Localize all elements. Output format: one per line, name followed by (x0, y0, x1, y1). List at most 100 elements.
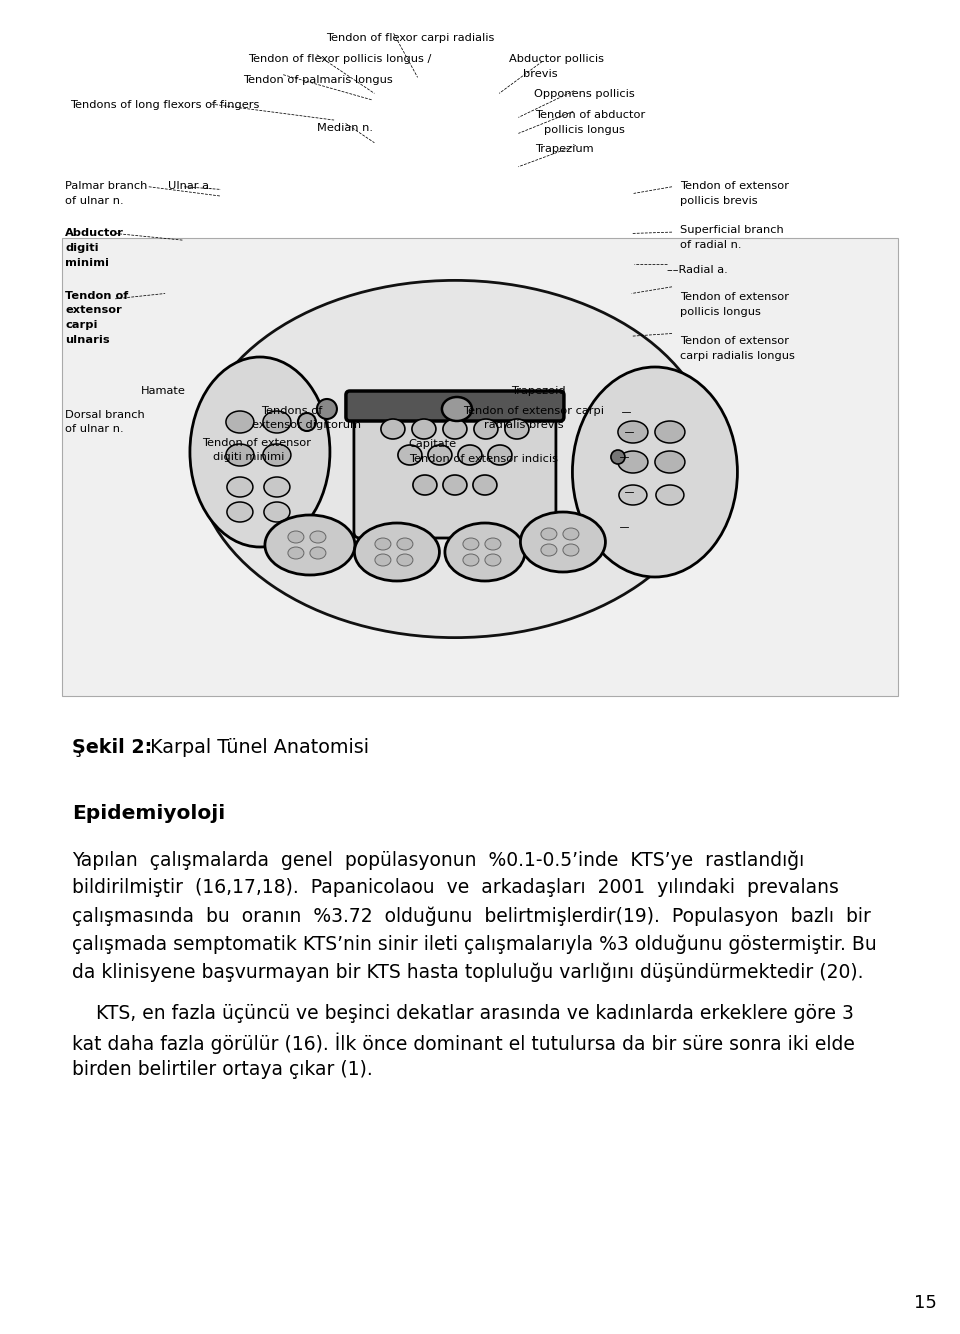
Text: Palmar branch: Palmar branch (65, 181, 148, 191)
Text: ––Radial a.: ––Radial a. (667, 265, 728, 275)
Text: Opponens pollicis: Opponens pollicis (534, 88, 635, 99)
Ellipse shape (413, 475, 437, 495)
Text: of radial n.: of radial n. (680, 240, 741, 249)
Text: Tendons of: Tendons of (261, 406, 323, 415)
Text: Capitate: Capitate (408, 439, 456, 448)
Ellipse shape (619, 486, 647, 506)
Ellipse shape (310, 531, 325, 543)
Ellipse shape (458, 446, 482, 466)
Text: brevis: brevis (523, 69, 558, 79)
Text: Tendon of extensor: Tendon of extensor (202, 438, 311, 447)
Text: Dorsal branch: Dorsal branch (65, 410, 145, 419)
Text: Trapezium: Trapezium (535, 144, 593, 153)
Ellipse shape (264, 502, 290, 522)
Text: Tendon of: Tendon of (65, 291, 129, 300)
Ellipse shape (618, 451, 648, 474)
Ellipse shape (354, 523, 440, 582)
Ellipse shape (485, 538, 501, 550)
Ellipse shape (444, 523, 525, 582)
Circle shape (317, 399, 337, 419)
Ellipse shape (375, 554, 391, 566)
Text: pollicis longus: pollicis longus (544, 125, 625, 135)
Ellipse shape (443, 475, 467, 495)
Ellipse shape (265, 515, 355, 575)
Circle shape (298, 414, 316, 431)
Text: carpi: carpi (65, 320, 98, 329)
Ellipse shape (488, 446, 512, 466)
Ellipse shape (520, 512, 606, 572)
Ellipse shape (655, 422, 684, 443)
Text: pollicis brevis: pollicis brevis (680, 196, 757, 205)
Text: Tendon of extensor: Tendon of extensor (680, 181, 789, 191)
Ellipse shape (618, 422, 648, 443)
Text: birden belirtiler ortaya çıkar (1).: birden belirtiler ortaya çıkar (1). (72, 1061, 372, 1079)
Ellipse shape (656, 486, 684, 506)
Text: Şekil 2:: Şekil 2: (72, 738, 153, 756)
Ellipse shape (227, 478, 252, 498)
Text: of ulnar n.: of ulnar n. (65, 196, 124, 205)
Text: minimi: minimi (65, 257, 109, 268)
Text: Karpal Tünel Anatomisi: Karpal Tünel Anatomisi (144, 738, 369, 756)
Ellipse shape (540, 528, 557, 540)
Ellipse shape (474, 419, 498, 439)
Ellipse shape (563, 528, 579, 540)
Text: Tendon of abductor: Tendon of abductor (535, 111, 645, 120)
Ellipse shape (288, 547, 304, 559)
Ellipse shape (563, 544, 579, 556)
Text: Yapılan  çalışmalarda  genel  popülasyonun  %0.1-0.5’inde  KTS’ye  rastlandığı: Yapılan çalışmalarda genel popülasyonun … (72, 850, 804, 870)
Ellipse shape (397, 446, 421, 466)
Text: Median n.: Median n. (317, 123, 372, 132)
Text: çalışmasında  bu  oranın  %3.72  olduğunu  belirtmişlerdir(19).  Populasyon  baz: çalışmasında bu oranın %3.72 olduğunu be… (72, 906, 871, 926)
Text: digiti minimi: digiti minimi (213, 452, 284, 462)
Text: carpi radialis longus: carpi radialis longus (680, 351, 795, 360)
Text: kat daha fazla görülür (16). İlk önce dominant el tutulursa da bir süre sonra ik: kat daha fazla görülür (16). İlk önce do… (72, 1033, 854, 1054)
Ellipse shape (381, 419, 405, 439)
Ellipse shape (264, 478, 290, 498)
Text: da klinisyene başvurmayan bir KTS hasta topluluğu varlığını düşündürmektedir (20: da klinisyene başvurmayan bir KTS hasta … (72, 962, 863, 982)
Text: Tendon of extensor carpi: Tendon of extensor carpi (463, 406, 604, 415)
Ellipse shape (443, 419, 467, 439)
Text: Epidemiyoloji: Epidemiyoloji (72, 804, 226, 823)
Text: Tendon of palmaris longus: Tendon of palmaris longus (243, 75, 393, 84)
Ellipse shape (288, 531, 304, 543)
Ellipse shape (227, 502, 252, 522)
Text: Tendon of extensor: Tendon of extensor (680, 292, 789, 301)
Ellipse shape (655, 451, 684, 474)
Ellipse shape (485, 554, 501, 566)
Ellipse shape (226, 444, 253, 466)
Text: ulnaris: ulnaris (65, 335, 109, 344)
Text: Ulnar a.: Ulnar a. (168, 181, 212, 191)
Text: bildirilmiştir  (16,17,18).  Papanicolaou  ve  arkadaşları  2001  yılındaki  pre: bildirilmiştir (16,17,18). Papanicolaou … (72, 878, 839, 896)
Ellipse shape (540, 544, 557, 556)
Text: Abductor pollicis: Abductor pollicis (509, 55, 604, 64)
Ellipse shape (473, 475, 497, 495)
Ellipse shape (190, 358, 330, 547)
Circle shape (611, 450, 625, 464)
FancyBboxPatch shape (354, 396, 556, 538)
Bar (62, 237, 898, 696)
Text: extensor: extensor (65, 305, 122, 315)
Ellipse shape (263, 411, 291, 434)
Ellipse shape (196, 280, 714, 638)
Text: Tendon of extensor indicis: Tendon of extensor indicis (409, 454, 558, 463)
Ellipse shape (463, 538, 479, 550)
Ellipse shape (375, 538, 391, 550)
Text: digiti: digiti (65, 243, 99, 252)
Text: Tendons of long flexors of fingers: Tendons of long flexors of fingers (70, 100, 259, 109)
Text: Tendon of flexor carpi radialis: Tendon of flexor carpi radialis (326, 33, 494, 43)
Text: of ulnar n.: of ulnar n. (65, 424, 124, 434)
Text: Hamate: Hamate (141, 386, 186, 395)
FancyBboxPatch shape (346, 391, 564, 422)
Text: pollicis longus: pollicis longus (680, 307, 760, 316)
Ellipse shape (428, 446, 452, 466)
Ellipse shape (412, 419, 436, 439)
Text: radialis brevis: radialis brevis (484, 420, 564, 430)
Ellipse shape (442, 398, 472, 422)
Text: Tendon of extensor: Tendon of extensor (680, 336, 789, 346)
Text: Abductor: Abductor (65, 228, 124, 237)
Text: KTS, en fazla üçüncü ve beşinci dekatlar arasında ve kadınlarda erkeklere göre 3: KTS, en fazla üçüncü ve beşinci dekatlar… (72, 1005, 853, 1023)
Text: extensor digitorum: extensor digitorum (252, 420, 361, 430)
Text: Superficial branch: Superficial branch (680, 225, 783, 235)
Ellipse shape (396, 538, 413, 550)
Ellipse shape (463, 554, 479, 566)
